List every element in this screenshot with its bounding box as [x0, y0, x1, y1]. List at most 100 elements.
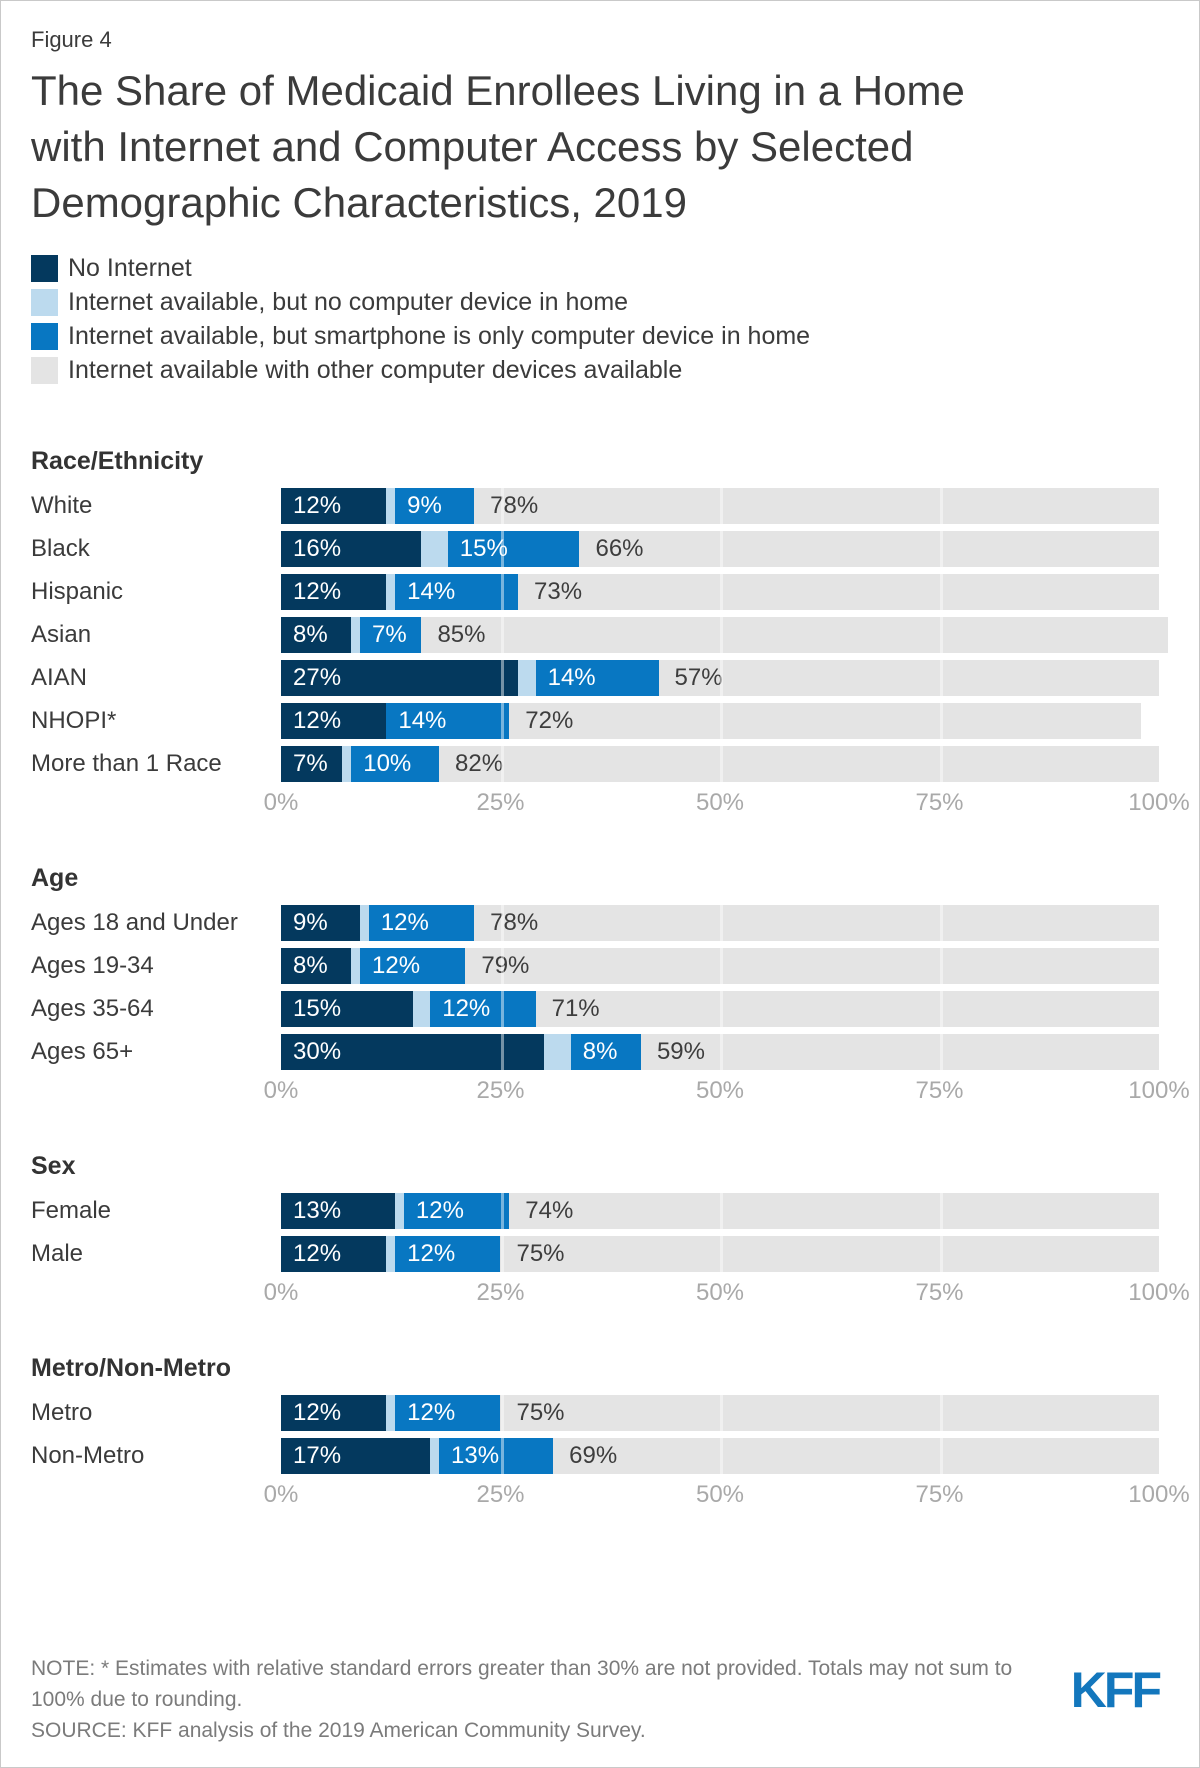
value-label: 78%: [490, 909, 539, 936]
value-label: 12%: [442, 995, 491, 1022]
axis-tick: 75%: [915, 1279, 964, 1306]
segment-smartphone-only: 13%: [439, 1438, 554, 1474]
segment-other-devices: 75%: [500, 1395, 1159, 1431]
stacked-bar: 27% 14% 57%: [281, 660, 1159, 696]
stacked-bar: 12% 14% 73%: [281, 574, 1159, 610]
segment-no-internet: 9%: [281, 905, 361, 941]
stacked-bar: 12% 12% 75%: [281, 1395, 1159, 1431]
segment-no-internet: 12%: [281, 1395, 387, 1431]
legend-item-no-computer-device: Internet available, but no computer devi…: [31, 288, 1199, 316]
value-label: 27%: [293, 664, 342, 691]
bar-row-white: White 12% 9% 78%: [31, 488, 1199, 524]
category-label: Ages 18 and Under: [31, 909, 238, 936]
segment-smartphone-only: 8%: [570, 1034, 641, 1070]
stacked-bar: 12% 12% 75%: [281, 1236, 1159, 1272]
gridline: [939, 488, 943, 524]
axis-tick: 0%: [263, 1077, 299, 1104]
segment-no-internet: 13%: [281, 1193, 396, 1229]
x-axis: 0% 25% 50% 75% 100%: [264, 1077, 1190, 1105]
footnote: NOTE: * Estimates with relative standard…: [31, 1657, 1013, 1711]
category-label: Black: [31, 535, 90, 562]
stacked-bar: 12% 14% 72%: [281, 703, 1159, 739]
axis-tick: 75%: [915, 1077, 964, 1104]
segment-no-computer-device: [430, 1438, 440, 1474]
value-label: 71%: [551, 995, 600, 1022]
segment-no-internet: 7%: [281, 746, 343, 782]
segment-other-devices: 74%: [509, 1193, 1159, 1229]
gridline: [939, 1034, 943, 1070]
value-label: 12%: [293, 707, 342, 734]
x-axis: 0% 25% 50% 75% 100%: [264, 789, 1190, 817]
gridline: [939, 660, 943, 696]
gridline: [720, 1438, 723, 1474]
value-label: 8%: [293, 952, 328, 979]
segment-smartphone-only: 14%: [535, 660, 659, 696]
segment-other-devices: 85%: [421, 617, 1168, 653]
axis-tick: 50%: [695, 789, 745, 816]
segment-no-internet: 12%: [281, 488, 387, 524]
bar-row-ages-19-34: Ages 19-34 8% 12% 79%: [31, 948, 1199, 984]
segment-other-devices: 79%: [465, 948, 1159, 984]
value-label: 69%: [569, 1442, 618, 1469]
value-label: 30%: [293, 1038, 342, 1065]
gridline: [720, 1236, 723, 1272]
gridline: [939, 1395, 943, 1431]
legend-label: Internet available with other computer d…: [68, 356, 683, 384]
value-label: 14%: [398, 707, 447, 734]
segment-no-internet: 12%: [281, 574, 387, 610]
segment-smartphone-only: 12%: [395, 1236, 501, 1272]
segment-other-devices: 59%: [640, 1034, 1159, 1070]
stacked-bar: 9% 12% 78%: [281, 905, 1159, 941]
value-label: 10%: [363, 750, 412, 777]
gridline: [720, 905, 723, 941]
value-label: 7%: [293, 750, 328, 777]
segment-smartphone-only: 14%: [386, 703, 510, 739]
segment-no-computer-device: [342, 746, 352, 782]
value-label: 13%: [293, 1197, 342, 1224]
value-label: 66%: [595, 535, 644, 562]
legend-label: Internet available, but no computer devi…: [68, 288, 629, 316]
bar-row-ages-18-under: Ages 18 and Under 9% 12% 78%: [31, 905, 1199, 941]
x-axis: 0% 25% 50% 75% 100%: [264, 1279, 1190, 1307]
segment-no-internet: 12%: [281, 1236, 387, 1272]
gridline: [939, 948, 943, 984]
value-label: 59%: [656, 1038, 705, 1065]
segment-other-devices: 75%: [500, 1236, 1159, 1272]
segment-no-computer-device: [386, 574, 396, 610]
legend-swatch-other-devices: [31, 357, 58, 384]
bar-row-aian: AIAN 27% 14% 57%: [31, 660, 1199, 696]
segment-no-computer-device: [386, 488, 396, 524]
category-label: Ages 35-64: [31, 995, 154, 1022]
segment-smartphone-only: 7%: [360, 617, 422, 653]
bar-row-nhopi: NHOPI* 12% 14% 72%: [31, 703, 1199, 739]
category-label: Hispanic: [31, 578, 124, 605]
value-label: 85%: [437, 621, 486, 648]
segment-other-devices: 78%: [474, 488, 1159, 524]
gridline: [720, 1034, 723, 1070]
category-label: NHOPI*: [31, 707, 117, 734]
segment-smartphone-only: 10%: [351, 746, 440, 782]
axis-tick: 100%: [1128, 1481, 1190, 1508]
legend-swatch-smartphone-only: [31, 323, 58, 350]
value-label: 75%: [516, 1240, 565, 1267]
gridline: [939, 531, 943, 567]
axis-tick: 100%: [1128, 1077, 1190, 1104]
category-label: Asian: [31, 621, 92, 648]
value-label: 8%: [582, 1038, 618, 1065]
category-label: Metro: [31, 1399, 93, 1426]
value-label: 12%: [372, 952, 421, 979]
gridline: [500, 617, 504, 653]
value-label: 17%: [293, 1442, 342, 1469]
section-header-sex: Sex: [31, 1152, 76, 1180]
legend: No Internet Internet available, but no c…: [31, 254, 1199, 384]
gridline: [500, 948, 504, 984]
gridline: [939, 746, 943, 782]
segment-smartphone-only: 14%: [395, 574, 519, 610]
gridline: [939, 617, 943, 653]
page-title: The Share of Medicaid Enrollees Living i…: [31, 67, 965, 226]
segment-no-computer-device: [360, 905, 369, 941]
segment-smartphone-only: 12%: [430, 991, 536, 1027]
axis-tick: 25%: [476, 1077, 525, 1104]
category-label: White: [31, 492, 93, 519]
